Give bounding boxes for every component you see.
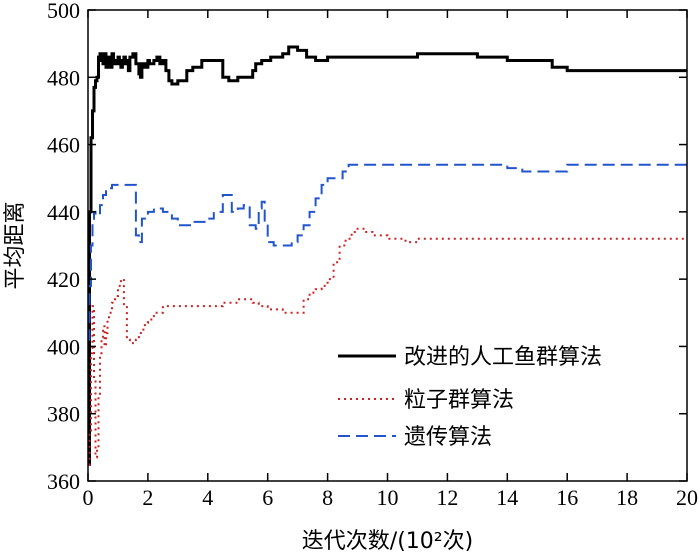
y-tick-label: 400 <box>47 334 80 359</box>
legend-label-1: 改进的人工鱼群算法 <box>404 345 602 370</box>
series-layer <box>88 45 687 466</box>
y-tick-label: 480 <box>47 65 80 90</box>
legend-label-3: 遗传算法 <box>404 425 492 450</box>
x-tick-label: 18 <box>616 485 638 510</box>
x-tick-label: 8 <box>322 485 333 510</box>
x-tick-label: 16 <box>556 485 578 510</box>
y-tick-label: 500 <box>47 0 80 23</box>
x-tick-label: 14 <box>496 485 518 510</box>
ticks-layer: 0 2 4 6 8 10 12 14 16 18 20 360 380 400 420 440 460 480 50… <box>47 0 698 510</box>
series-line-3 <box>88 163 687 341</box>
x-tick-label: 0 <box>83 485 94 510</box>
y-tick-label: 460 <box>47 133 80 158</box>
x-axis-title: 迭代次数/(10²次) <box>302 529 473 554</box>
x-tick-label: 2 <box>142 485 153 510</box>
x-tick-label: 20 <box>676 485 698 510</box>
y-tick-label: 440 <box>47 200 80 225</box>
x-tick-label: 6 <box>262 485 273 510</box>
y-tick-label: 380 <box>47 402 80 427</box>
y-tick-label: 420 <box>47 267 80 292</box>
x-tick-label: 4 <box>202 485 213 510</box>
series-line-2 <box>88 227 687 466</box>
x-tick-label: 12 <box>436 485 458 510</box>
x-tick-label: 10 <box>377 485 399 510</box>
y-tick-label: 360 <box>47 469 80 494</box>
y-axis-title: 平均距离 <box>3 201 28 289</box>
legend-label-2: 粒子群算法 <box>404 388 514 413</box>
series-line-1 <box>88 45 687 466</box>
